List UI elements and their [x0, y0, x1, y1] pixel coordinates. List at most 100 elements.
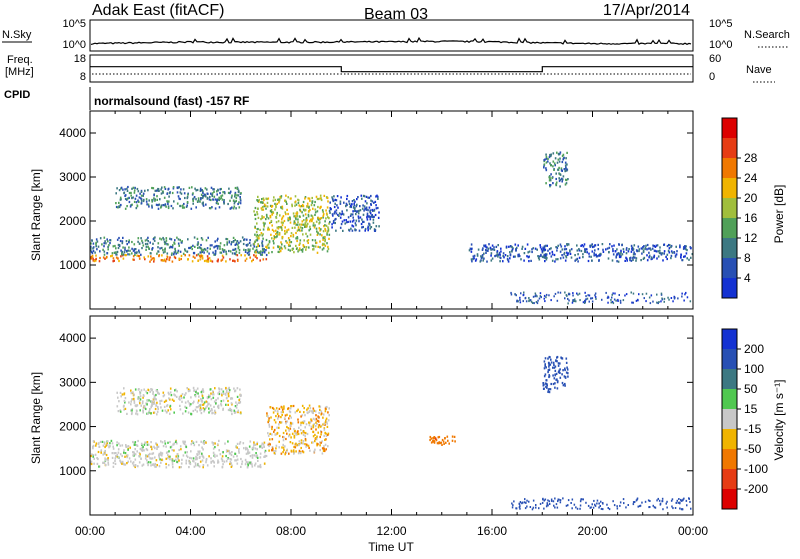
data-cell-1	[226, 390, 228, 393]
data-cell-1	[186, 250, 188, 253]
data-cell-1	[190, 413, 192, 416]
data-cell-ground	[619, 501, 622, 504]
xtick-label: 12:00	[376, 524, 406, 538]
data-cell-6	[668, 251, 671, 254]
data-cell-ground	[580, 498, 583, 501]
data-cell-2	[294, 432, 297, 435]
data-cell-2	[288, 410, 291, 413]
data-cell-6	[482, 247, 484, 250]
data-cell-6	[653, 249, 656, 252]
data-cell-2	[281, 446, 283, 449]
data-cell-1	[134, 388, 137, 391]
data-cell-1	[237, 409, 240, 412]
data-cell-2	[154, 199, 156, 202]
data-cell-3	[327, 200, 329, 203]
data-cell-2	[323, 445, 325, 448]
data-cell-3	[255, 251, 257, 254]
data-cell-ground	[600, 507, 603, 510]
data-cell-1	[162, 251, 165, 254]
data-cell-1	[198, 246, 201, 249]
data-cell-2	[328, 407, 330, 410]
data-cell-2	[305, 423, 308, 426]
data-cell-0	[132, 454, 134, 457]
data-cell-ground	[667, 296, 669, 299]
data-cell-3	[282, 221, 284, 224]
data-cell-ground	[535, 301, 538, 303]
data-cell-0	[119, 453, 122, 456]
data-cell-2	[133, 191, 136, 194]
data-cell-4	[342, 213, 345, 216]
data-cell-1	[170, 394, 173, 397]
data-cell-4	[352, 219, 355, 222]
data-cell-2	[318, 411, 320, 414]
data-cell-6	[547, 249, 549, 252]
data-cell-1	[162, 391, 165, 394]
data-cell-0	[227, 449, 229, 452]
data-cell-1	[133, 243, 136, 246]
data-cell-2	[308, 421, 310, 424]
data-cell-2	[160, 188, 162, 191]
data-cell-2	[206, 188, 208, 191]
data-cell-0	[198, 444, 200, 447]
data-cell-1	[246, 238, 248, 241]
data-cell-0	[236, 458, 239, 461]
data-cell-2	[268, 444, 270, 448]
data-cell-3	[287, 228, 290, 231]
data-cell-1	[222, 408, 224, 411]
data-cell-0	[247, 449, 249, 452]
data-cell-ground	[585, 501, 587, 504]
data-cell-ground	[627, 504, 629, 506]
data-cell-1	[255, 248, 258, 251]
data-cell-3	[284, 247, 287, 250]
data-cell-6	[646, 259, 649, 262]
data-cell-0	[161, 454, 163, 457]
data-cell-4	[345, 202, 348, 205]
data-cell-6	[607, 257, 610, 260]
data-cell-3	[269, 216, 272, 219]
data-cell-6	[530, 259, 532, 262]
data-cell-6	[655, 250, 658, 253]
data-cell-2	[284, 414, 287, 417]
data-cell-4	[353, 208, 356, 212]
data-cell-ground	[662, 508, 664, 511]
data-cell-4	[339, 216, 342, 219]
data-cell-1	[212, 411, 214, 415]
data-cell-6	[576, 244, 578, 247]
data-cell-2	[171, 191, 174, 195]
data-cell-2	[268, 423, 270, 426]
data-cell-1	[225, 253, 228, 256]
data-cell-1	[151, 247, 153, 251]
data-cell-1	[166, 252, 169, 255]
data-cell-2	[209, 195, 211, 199]
data-cell-ground	[675, 501, 677, 504]
data-cell-3	[323, 225, 325, 228]
data-cell-1	[188, 246, 190, 250]
data-cell-0	[193, 460, 195, 463]
data-cell-ground	[632, 292, 635, 295]
data-cell-6	[577, 253, 579, 256]
data-cell-0	[189, 456, 191, 459]
data-cell-6	[663, 250, 666, 253]
data-cell-2	[304, 435, 306, 438]
data-cell-0	[91, 255, 94, 258]
data-cell-3	[316, 210, 319, 213]
data-cell-0	[217, 258, 219, 261]
data-cell-0	[209, 259, 212, 262]
data-cell-1	[223, 249, 226, 252]
data-cell-4	[357, 196, 359, 199]
data-cell-4	[562, 369, 564, 372]
data-cell-ground	[659, 502, 662, 505]
data-cell-ground	[622, 498, 625, 501]
data-cell-5	[556, 161, 559, 164]
data-cell-3	[254, 240, 256, 243]
data-cell-ground	[645, 292, 648, 295]
data-cell-3	[291, 248, 294, 251]
data-cell-3	[302, 214, 305, 217]
data-cell-3	[301, 227, 304, 230]
data-cell-6	[622, 248, 625, 251]
data-cell-0	[156, 464, 158, 467]
data-cell-6	[473, 257, 475, 260]
data-cell-5	[559, 173, 562, 176]
data-cell-0	[265, 258, 268, 261]
data-cell-0	[147, 464, 149, 467]
